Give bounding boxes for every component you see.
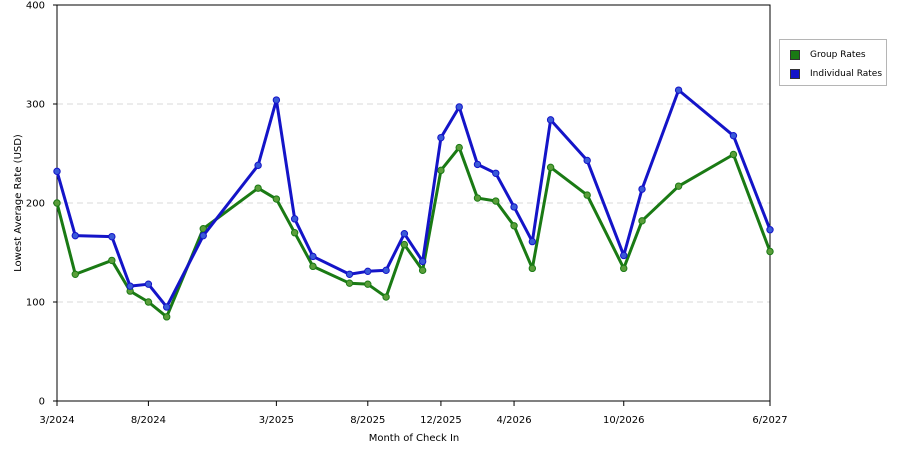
data-point-individual bbox=[53, 167, 61, 176]
data-point-individual bbox=[272, 96, 281, 104]
data-point-group bbox=[473, 194, 482, 202]
data-point-group bbox=[290, 229, 299, 237]
y-axis-title: Lowest Average Rate (USD) bbox=[13, 134, 24, 272]
data-point-individual bbox=[418, 257, 427, 266]
x-tick-label: 10/2026 bbox=[603, 415, 645, 426]
data-point-group bbox=[364, 280, 372, 288]
data-point-group bbox=[620, 264, 628, 273]
data-point-group bbox=[199, 225, 207, 233]
data-point-group bbox=[272, 195, 281, 203]
y-tick-label: 0 bbox=[39, 397, 45, 408]
data-point-group bbox=[455, 143, 463, 152]
series-line-individual bbox=[55, 88, 772, 309]
data-point-group bbox=[729, 150, 738, 159]
data-point-group bbox=[144, 298, 153, 306]
data-point-individual bbox=[546, 116, 555, 124]
y-tick-label: 100 bbox=[26, 298, 45, 309]
legend: Group Rates Individual Rates bbox=[779, 39, 887, 86]
data-point-individual bbox=[674, 86, 683, 94]
data-point-individual bbox=[290, 215, 299, 223]
data-point-group bbox=[766, 247, 774, 256]
x-axis-title: Month of Check In bbox=[369, 433, 460, 444]
data-point-group bbox=[492, 197, 500, 205]
x-tick-label: 8/2024 bbox=[131, 415, 166, 426]
data-point-individual bbox=[766, 226, 774, 234]
data-point-group bbox=[53, 199, 61, 207]
data-point-individual bbox=[583, 156, 591, 165]
data-point-individual bbox=[638, 185, 646, 193]
x-tick-label: 6/2027 bbox=[752, 415, 787, 426]
data-point-group bbox=[345, 279, 354, 287]
data-point-individual bbox=[382, 266, 390, 275]
grid bbox=[57, 103, 770, 303]
data-point-individual bbox=[345, 270, 354, 278]
data-point-group bbox=[638, 217, 646, 225]
data-point-individual bbox=[510, 203, 518, 211]
data-point-individual bbox=[492, 169, 500, 178]
data-point-individual bbox=[437, 133, 445, 142]
plot-frame bbox=[56, 4, 771, 402]
x-axis: 3/2024 8/2024 3/2025 8/2025 12/2025 4/2026 10/… bbox=[39, 401, 788, 426]
data-point-individual bbox=[199, 231, 207, 240]
data-point-group bbox=[162, 313, 171, 321]
data-point-group bbox=[382, 293, 390, 301]
data-point-individual bbox=[71, 231, 79, 240]
data-point-group bbox=[108, 256, 116, 265]
y-tick-label: 200 bbox=[26, 199, 45, 210]
data-point-individual bbox=[364, 267, 372, 276]
data-point-group bbox=[71, 270, 79, 278]
legend-swatch-individual bbox=[790, 69, 800, 79]
data-point-individual bbox=[309, 252, 317, 261]
data-point-group bbox=[546, 163, 555, 172]
x-tick-label: 8/2025 bbox=[350, 415, 385, 426]
x-tick-label: 3/2025 bbox=[259, 415, 294, 426]
x-tick-label: 4/2026 bbox=[496, 415, 531, 426]
data-point-group bbox=[418, 266, 427, 275]
y-tick-label: 400 bbox=[26, 1, 45, 12]
data-point-individual bbox=[729, 131, 738, 140]
data-point-group bbox=[674, 182, 683, 190]
data-point-individual bbox=[455, 103, 463, 111]
legend-item-group: Group Rates bbox=[790, 48, 866, 62]
data-point-individual bbox=[144, 280, 153, 288]
x-tick-label: 12/2025 bbox=[420, 415, 462, 426]
legend-item-individual: Individual Rates bbox=[790, 67, 882, 81]
data-point-group bbox=[583, 191, 591, 199]
data-point-individual bbox=[254, 161, 262, 170]
data-point-group bbox=[400, 240, 409, 249]
legend-label-group: Group Rates bbox=[810, 50, 866, 60]
legend-label-individual: Individual Rates bbox=[810, 69, 883, 79]
x-tick-label: 3/2024 bbox=[39, 415, 74, 426]
series bbox=[53, 86, 774, 321]
data-point-group bbox=[437, 166, 445, 175]
data-point-group bbox=[528, 264, 537, 273]
y-axis: 0 100 200 300 400 bbox=[26, 1, 57, 408]
data-point-individual bbox=[126, 282, 134, 290]
data-point-group bbox=[510, 222, 518, 230]
series-line-group bbox=[55, 146, 772, 319]
legend-swatch-group bbox=[790, 50, 800, 60]
data-point-individual bbox=[108, 232, 116, 241]
data-point-individual bbox=[620, 251, 628, 260]
data-point-individual bbox=[162, 303, 171, 311]
data-point-individual bbox=[528, 237, 537, 246]
data-point-group bbox=[254, 184, 262, 192]
data-point-individual bbox=[473, 160, 482, 169]
y-tick-label: 300 bbox=[26, 100, 45, 111]
data-point-individual bbox=[400, 229, 409, 238]
data-point-group bbox=[309, 262, 317, 271]
